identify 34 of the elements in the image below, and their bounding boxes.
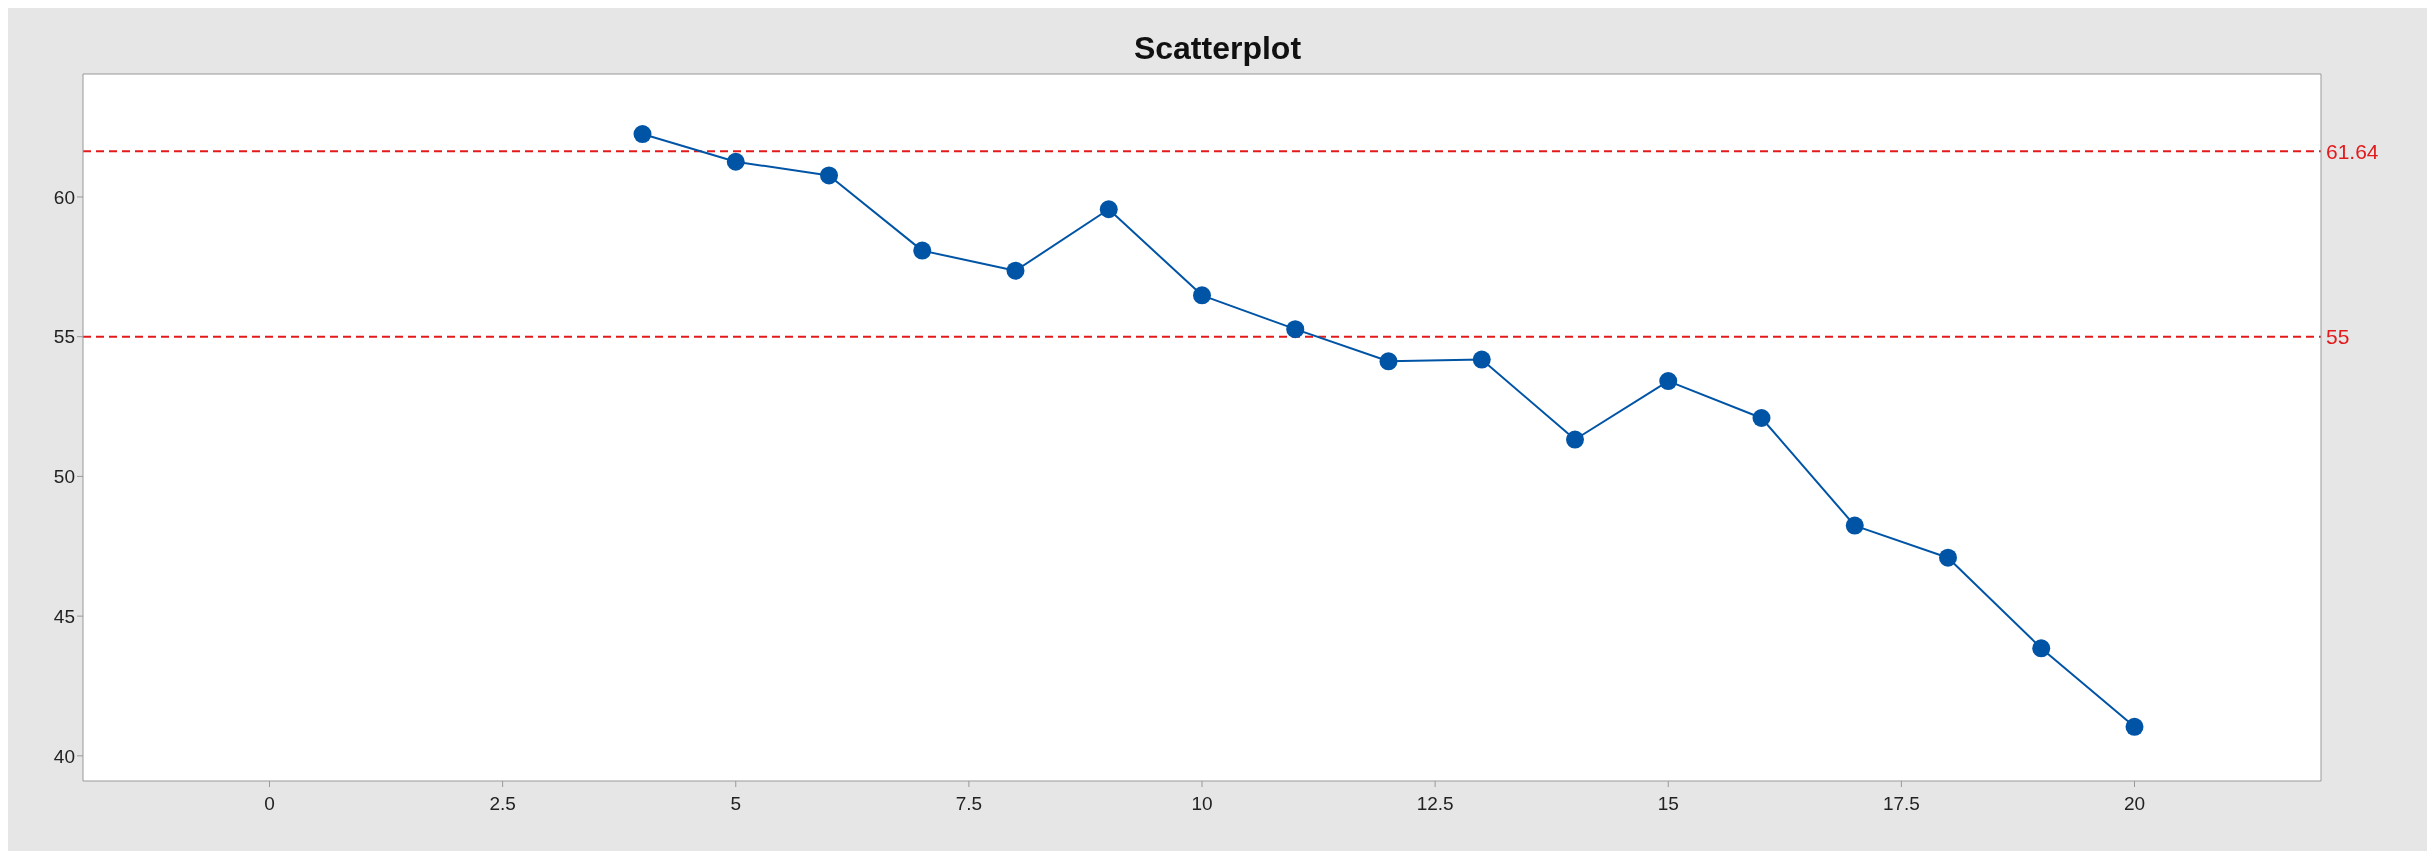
point xyxy=(1659,372,1678,391)
y-tick-label: 60 xyxy=(53,186,75,208)
x-tick-label: 0 xyxy=(264,793,275,815)
point xyxy=(2032,639,2051,658)
point xyxy=(820,166,838,185)
point xyxy=(1286,320,1305,339)
point xyxy=(1006,261,1025,280)
point xyxy=(1845,516,1864,535)
x-tick-label: 2.5 xyxy=(489,793,516,815)
point xyxy=(913,241,932,260)
y-tick-label: 55 xyxy=(53,326,75,348)
x-tick-label: 7.5 xyxy=(955,793,983,815)
point xyxy=(633,125,652,144)
point xyxy=(1379,352,1398,371)
point xyxy=(726,152,745,171)
point xyxy=(1939,548,1957,567)
y-tick-label: 45 xyxy=(53,605,75,627)
x-tick-label: 10 xyxy=(1191,793,1213,815)
x-tick-label: 5 xyxy=(730,793,742,815)
point xyxy=(1752,409,1771,427)
y-tick-label: 40 xyxy=(53,745,75,767)
y-tick-label: 50 xyxy=(53,466,75,488)
point xyxy=(1193,286,1211,305)
ref-line-label: 55 xyxy=(2326,325,2350,349)
point xyxy=(1566,430,1584,449)
point xyxy=(2125,717,2144,736)
x-tick-label: 12.5 xyxy=(1416,793,1454,815)
point xyxy=(1099,200,1118,219)
point xyxy=(1472,350,1491,369)
x-tick-label: 17.5 xyxy=(1882,793,1920,815)
chart-title: Scatterplot xyxy=(1132,30,1303,67)
x-tick-label: 15 xyxy=(1657,793,1679,815)
ref-line-label: 61.64 xyxy=(2326,139,2379,163)
x-tick-label: 20 xyxy=(2123,793,2146,815)
